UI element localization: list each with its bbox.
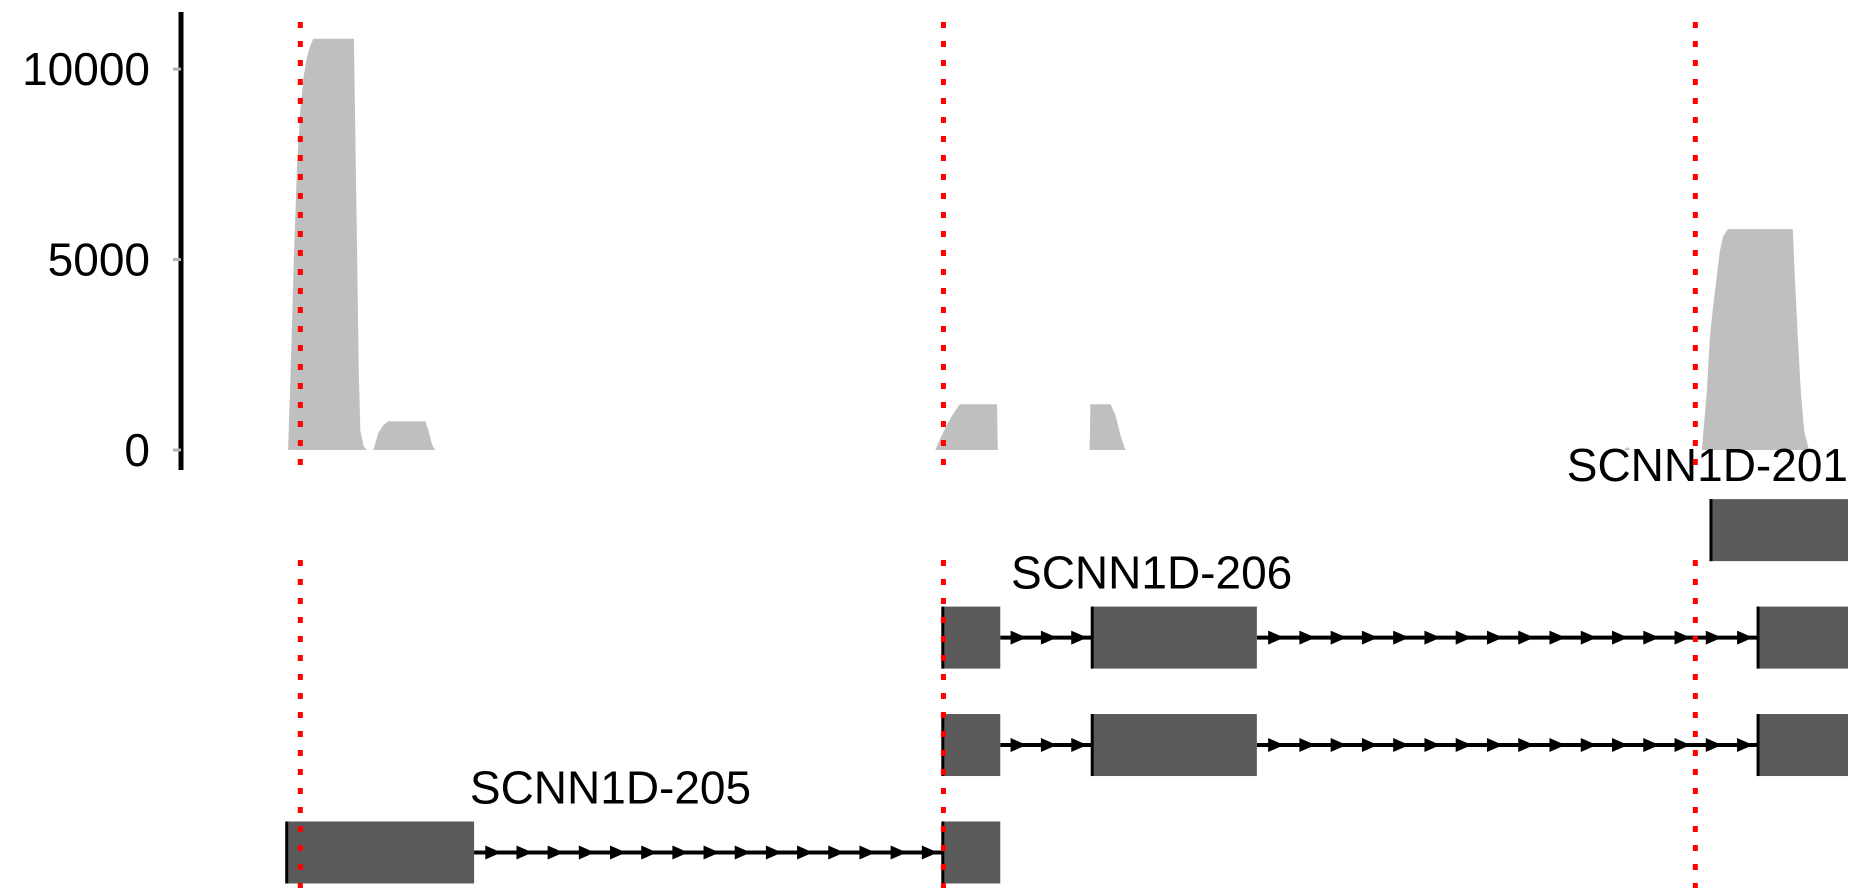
intron-arrow	[1455, 630, 1472, 645]
intron-arrow	[516, 845, 533, 860]
transcript-2: SCNN1D-206	[941, 547, 1848, 669]
intron-arrow	[859, 845, 876, 860]
exon	[285, 821, 475, 884]
y-tick-label: 10000	[22, 43, 150, 95]
intron-arrow	[578, 845, 595, 860]
intron-arrow	[734, 845, 751, 860]
intron-arrow	[1010, 630, 1027, 645]
exon	[941, 606, 1001, 669]
intron-arrow	[703, 845, 720, 860]
intron-arrow	[1010, 738, 1027, 753]
exon	[941, 821, 1001, 884]
intron-arrow	[1424, 630, 1441, 645]
intron-arrow	[1674, 738, 1691, 753]
intron-arrow	[797, 845, 814, 860]
exon	[1091, 606, 1257, 669]
transcript-label: SCNN1D-206	[1011, 547, 1292, 599]
intron-arrow	[1393, 738, 1410, 753]
intron-arrow	[1612, 630, 1629, 645]
intron-arrow	[1643, 738, 1660, 753]
transcript-4: SCNN1D-205	[285, 761, 1001, 884]
intron-arrow	[828, 845, 845, 860]
intron-arrow	[1268, 738, 1285, 753]
intron-arrow	[1361, 630, 1378, 645]
intron-arrow	[1071, 630, 1088, 645]
intron-arrow	[1486, 738, 1503, 753]
y-tick-label: 5000	[48, 234, 150, 286]
intron-arrow	[1643, 630, 1660, 645]
intron-arrow	[1393, 630, 1410, 645]
intron-arrow	[1549, 630, 1566, 645]
exon	[941, 714, 1001, 777]
intron-arrow	[1549, 738, 1566, 753]
transcript-label: SCNN1D-201	[1567, 439, 1848, 491]
intron-arrow	[1299, 738, 1316, 753]
y-axis-ticks: 0 5000 10000	[22, 43, 181, 476]
intron-arrow	[890, 845, 907, 860]
intron-arrow	[1330, 738, 1347, 753]
intron-arrow	[1580, 630, 1597, 645]
intron-arrow	[1361, 738, 1378, 753]
intron-arrow	[641, 845, 658, 860]
intron-arrow	[1674, 630, 1691, 645]
intron-arrow	[1268, 630, 1285, 645]
transcript-track: SCNN1D-201 SCNN1D-206 SCNN1D-205	[285, 439, 1848, 884]
intron-arrow	[1040, 630, 1057, 645]
intron-arrow	[921, 845, 938, 860]
intron-arrow	[1518, 630, 1535, 645]
y-tick-label: 0	[124, 424, 150, 476]
coverage-area	[288, 38, 1810, 450]
intron-arrow	[1737, 738, 1754, 753]
intron-arrow	[485, 845, 502, 860]
intron-arrow	[1455, 738, 1472, 753]
intron-arrow	[765, 845, 782, 860]
intron-arrow	[1737, 630, 1754, 645]
intron-arrow	[1612, 738, 1629, 753]
intron-arrow	[610, 845, 626, 860]
coverage-plot	[288, 38, 1810, 450]
intron-arrow	[547, 845, 564, 860]
intron-arrow	[1040, 738, 1057, 753]
intron-arrow	[1424, 738, 1441, 753]
intron-arrow	[1518, 738, 1535, 753]
intron-arrow	[1705, 738, 1722, 753]
intron-arrow	[1705, 630, 1722, 645]
exon	[1709, 499, 1848, 562]
intron-arrow	[1580, 738, 1597, 753]
transcript-3	[941, 714, 1848, 777]
exon	[1757, 606, 1848, 669]
exon	[1757, 714, 1848, 777]
intron-arrow	[1071, 738, 1088, 753]
transcript-1: SCNN1D-201	[1567, 439, 1848, 562]
intron-arrow	[1486, 630, 1503, 645]
intron-arrow	[1330, 630, 1347, 645]
transcript-label: SCNN1D-205	[470, 761, 751, 813]
intron-arrow	[672, 845, 689, 860]
intron-arrow	[1299, 630, 1316, 645]
exon	[1091, 714, 1257, 777]
